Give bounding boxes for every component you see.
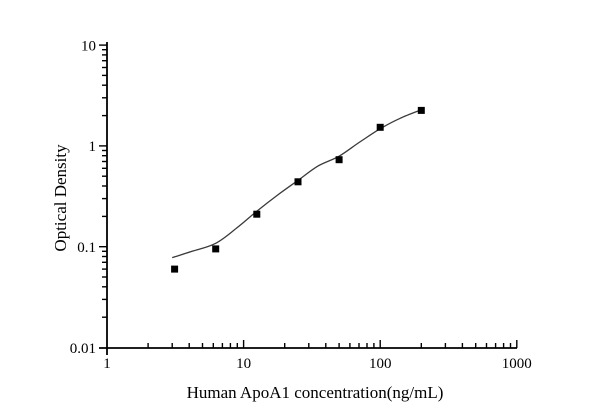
x-tick-label: 10 <box>236 356 251 372</box>
x-tick-label: 1 <box>103 356 111 372</box>
data-point-marker <box>171 265 179 273</box>
x-axis-title: Human ApoA1 concentration(ng/mL) <box>187 383 444 402</box>
y-tick-label: 0.01 <box>70 341 96 357</box>
axes <box>99 42 517 355</box>
y-tick-label: 0.1 <box>77 240 96 256</box>
y-axis-title: Optical Density <box>51 144 70 252</box>
data-point-marker <box>212 245 220 253</box>
data-point-marker <box>376 123 384 131</box>
axis-ticks <box>99 44 518 348</box>
x-tick-label: 1000 <box>502 356 532 372</box>
y-tick-label: 1 <box>89 139 97 155</box>
y-tick-label: 10 <box>81 38 96 54</box>
plot-series <box>171 106 425 273</box>
data-point-marker <box>417 106 425 114</box>
data-point-marker <box>253 210 261 218</box>
data-point-marker <box>294 178 302 186</box>
tick-labels: 1 10 100 1000 0.01 0.1 1 10 <box>70 38 532 372</box>
x-tick-label: 100 <box>369 356 392 372</box>
data-point-marker <box>335 156 343 164</box>
